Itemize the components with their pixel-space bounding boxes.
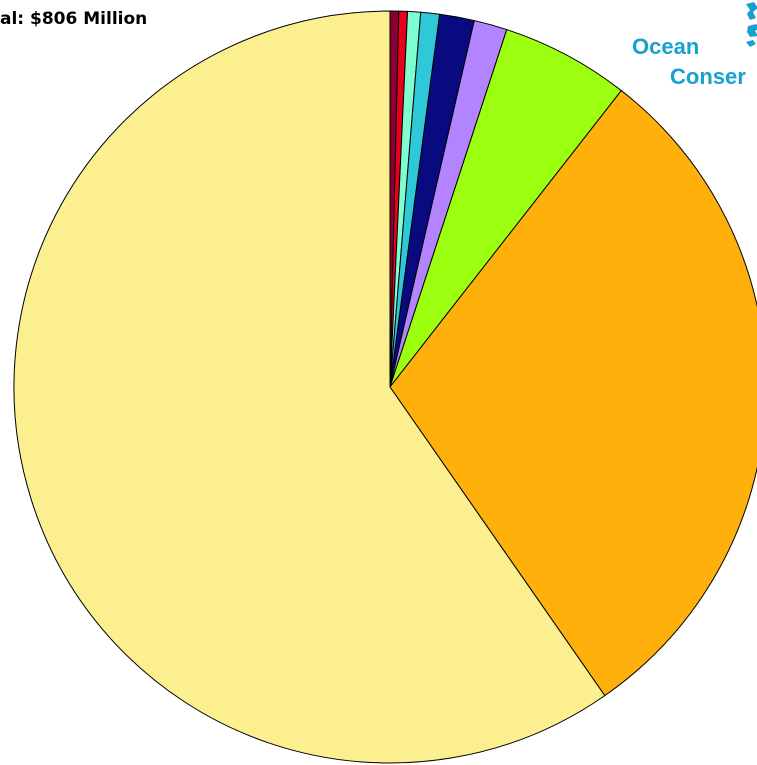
pie-slice-8: [389, 89, 757, 697]
ocean-conservancy-logo: Ocean Conser: [632, 0, 757, 92]
chart-subtitle: al: $806 Million: [0, 9, 148, 29]
pie-slice-7: [389, 28, 623, 388]
logo-text-conser: Conser: [670, 64, 746, 89]
logo-text-ocean: Ocean: [632, 34, 700, 59]
pie-slice-9: [13, 10, 606, 764]
pie-slices: [13, 10, 757, 764]
fish-icon: [746, 2, 757, 47]
